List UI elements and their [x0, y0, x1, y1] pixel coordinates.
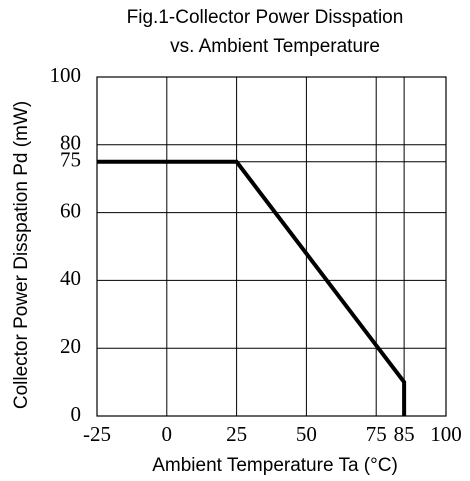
y-tick-label: 75: [60, 148, 81, 172]
y-tick-label: 60: [60, 198, 81, 222]
y-tick-label: 80: [60, 131, 81, 155]
y-tick-label: 20: [60, 334, 81, 358]
y-tick-label: 40: [60, 266, 81, 290]
chart-title: vs. Ambient Temperature: [170, 36, 380, 57]
chart-title: Fig.1-Collector Power Disspation: [127, 7, 404, 28]
x-tick-label: 85: [394, 422, 415, 446]
x-tick-label: -25: [83, 422, 111, 446]
x-tick-label: 25: [226, 422, 247, 446]
x-tick-label: 50: [296, 422, 317, 446]
y-axis-label: Collector Power Disspation Pd (mW): [11, 101, 32, 409]
data-line: [97, 159, 407, 416]
x-tick-label: 100: [430, 422, 462, 446]
y-tick-label: 0: [71, 402, 82, 426]
x-axis-label: Ambient Temperature Ta (°C): [152, 455, 398, 476]
x-tick-label: 75: [366, 422, 387, 446]
y-tick-label: 100: [50, 63, 82, 87]
x-tick-label: 0: [162, 422, 173, 446]
